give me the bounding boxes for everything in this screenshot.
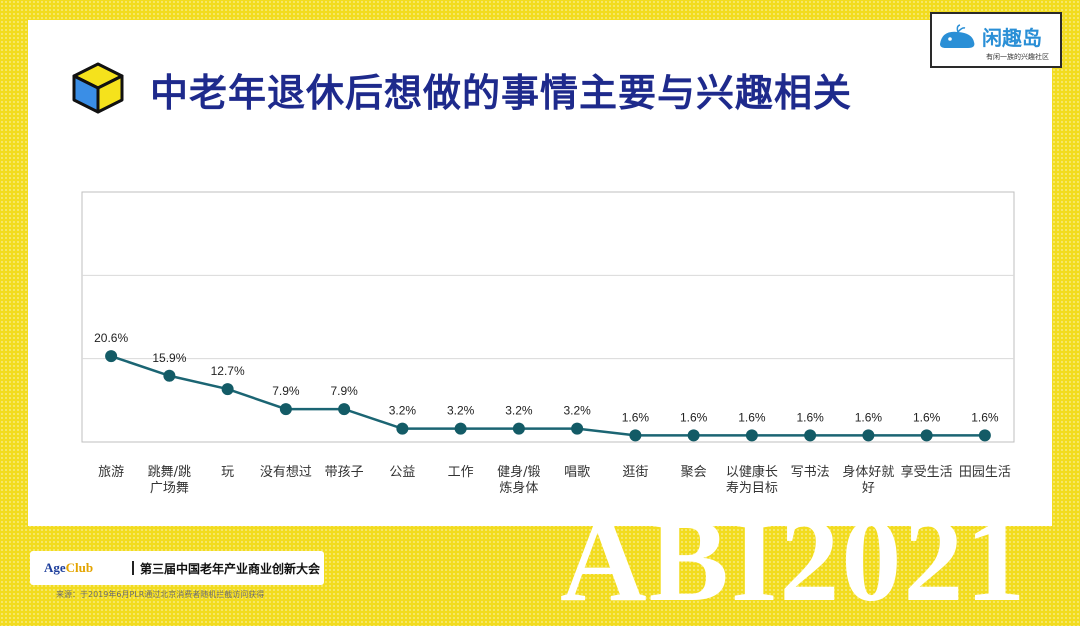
data-label: 20.6%: [94, 331, 128, 345]
whale-icon: [940, 24, 975, 48]
category-label: 玩: [221, 465, 234, 480]
category-label: 健身/锻: [497, 464, 540, 480]
category-label: 田园生活: [959, 465, 1011, 480]
data-label: 1.6%: [622, 410, 650, 424]
data-point: [745, 429, 758, 442]
category-label: 好: [862, 481, 875, 496]
event-badge: AgeClub 第三届中国老年产业商业创新大会: [30, 551, 324, 585]
event-name: 第三届中国老年产业商业创新大会: [140, 562, 321, 576]
category-label: 唱歌: [564, 465, 590, 480]
category-label: 没有想过: [260, 464, 312, 480]
category-label: 寿为目标: [726, 481, 778, 496]
data-point: [338, 403, 351, 416]
category-label: 享受生活: [901, 464, 953, 480]
data-label: 3.2%: [563, 404, 591, 418]
data-point: [862, 429, 875, 442]
plot-frame: [81, 191, 1015, 443]
data-label: 3.2%: [447, 404, 475, 418]
data-point: [163, 369, 176, 382]
category-label: 跳舞/跳: [148, 465, 191, 480]
brand-logo: 闲趣岛 有闲一族的兴趣社区: [930, 12, 1062, 68]
data-point: [512, 422, 525, 435]
cube-icon: [72, 62, 124, 114]
ageclub-logo-club: Club: [65, 560, 94, 575]
data-point: [571, 422, 584, 435]
data-point: [221, 383, 234, 396]
data-label: 12.7%: [211, 364, 245, 378]
data-point: [105, 350, 118, 363]
data-label: 1.6%: [971, 410, 999, 424]
data-label: 7.9%: [272, 384, 300, 398]
category-label: 炼身体: [499, 480, 538, 496]
data-label: 7.9%: [330, 384, 358, 398]
category-label: 公益: [389, 465, 415, 480]
data-label: 1.6%: [913, 410, 941, 424]
data-point: [629, 429, 642, 442]
data-point: [687, 429, 700, 442]
data-label: 1.6%: [855, 410, 883, 424]
category-label: 逛街: [622, 465, 648, 480]
data-label: 1.6%: [738, 410, 766, 424]
logo-tagline: 有闲一族的兴趣社区: [986, 53, 1049, 61]
category-label: 广场舞: [150, 481, 189, 496]
data-label: 1.6%: [680, 410, 708, 424]
data-label: 15.9%: [152, 351, 186, 365]
ageclub-logo-age: Age: [44, 560, 66, 575]
data-label: 3.2%: [389, 404, 417, 418]
data-point: [920, 429, 933, 442]
data-point: [804, 429, 817, 442]
slide-title: 中老年退休后想做的事情主要与兴趣相关: [150, 71, 853, 115]
data-point: [279, 403, 292, 416]
data-label: 1.6%: [796, 410, 824, 424]
source-note: 来源：于2019年6月PLR通过北京消费者随机拦截访问获得: [56, 590, 265, 599]
ageclub-logo: AgeClub: [44, 560, 93, 576]
category-label: 旅游: [98, 465, 124, 480]
data-point: [454, 422, 467, 435]
logo-name: 闲趣岛: [982, 26, 1042, 50]
category-label: 身体好就: [842, 464, 894, 480]
category-label: 写书法: [791, 465, 830, 480]
category-label: 以健康长: [726, 464, 778, 480]
category-label: 工作: [448, 465, 474, 480]
badge-divider: [132, 561, 134, 575]
series-line: [110, 354, 985, 437]
category-label: 聚会: [681, 465, 707, 480]
category-label: 带孩子: [325, 465, 364, 480]
data-label: 3.2%: [505, 404, 533, 418]
data-point: [396, 422, 409, 435]
data-point: [978, 429, 991, 442]
